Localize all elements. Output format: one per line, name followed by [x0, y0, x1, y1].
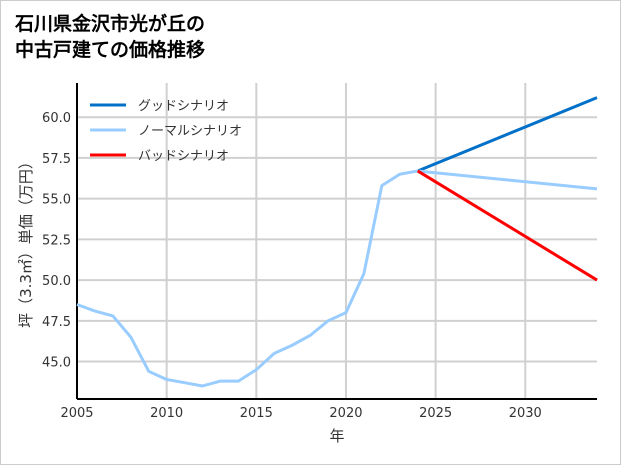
legend-label: ノーマルシナリオ — [138, 124, 242, 139]
title-line-2: 中古戸建ての価格推移 — [15, 39, 206, 61]
chart-title: 石川県金沢市光が丘の 中古戸建ての価格推移 — [15, 11, 205, 63]
y-tick-label: 57.5 — [42, 152, 71, 167]
x-tick-label: 2030 — [509, 406, 542, 421]
legend-label: バッドシナリオ — [138, 149, 229, 164]
y-axis-label: 坪（3.3㎡）単価（万円） — [17, 154, 35, 328]
x-tick-label: 2010 — [150, 406, 183, 421]
x-tick-label: 2015 — [240, 406, 273, 421]
x-tick-label: 2020 — [329, 406, 362, 421]
series-line — [417, 96, 598, 173]
legend-label: グッドシナリオ — [138, 99, 229, 114]
y-tick-label: 60.0 — [42, 111, 71, 126]
y-tick-label: 52.5 — [42, 233, 71, 248]
y-tick-label: 45.0 — [42, 356, 71, 371]
series-line — [416, 169, 598, 282]
y-tick-label: 50.0 — [42, 274, 71, 289]
series-line — [76, 169, 598, 388]
y-tick-label: 55.0 — [42, 193, 71, 208]
x-axis-label: 年 — [329, 427, 344, 445]
title-line-1: 石川県金沢市光が丘の — [15, 13, 206, 35]
x-tick-label: 2005 — [60, 406, 93, 421]
y-tick-label: 47.5 — [42, 315, 71, 330]
x-tick-label: 2025 — [419, 406, 452, 421]
